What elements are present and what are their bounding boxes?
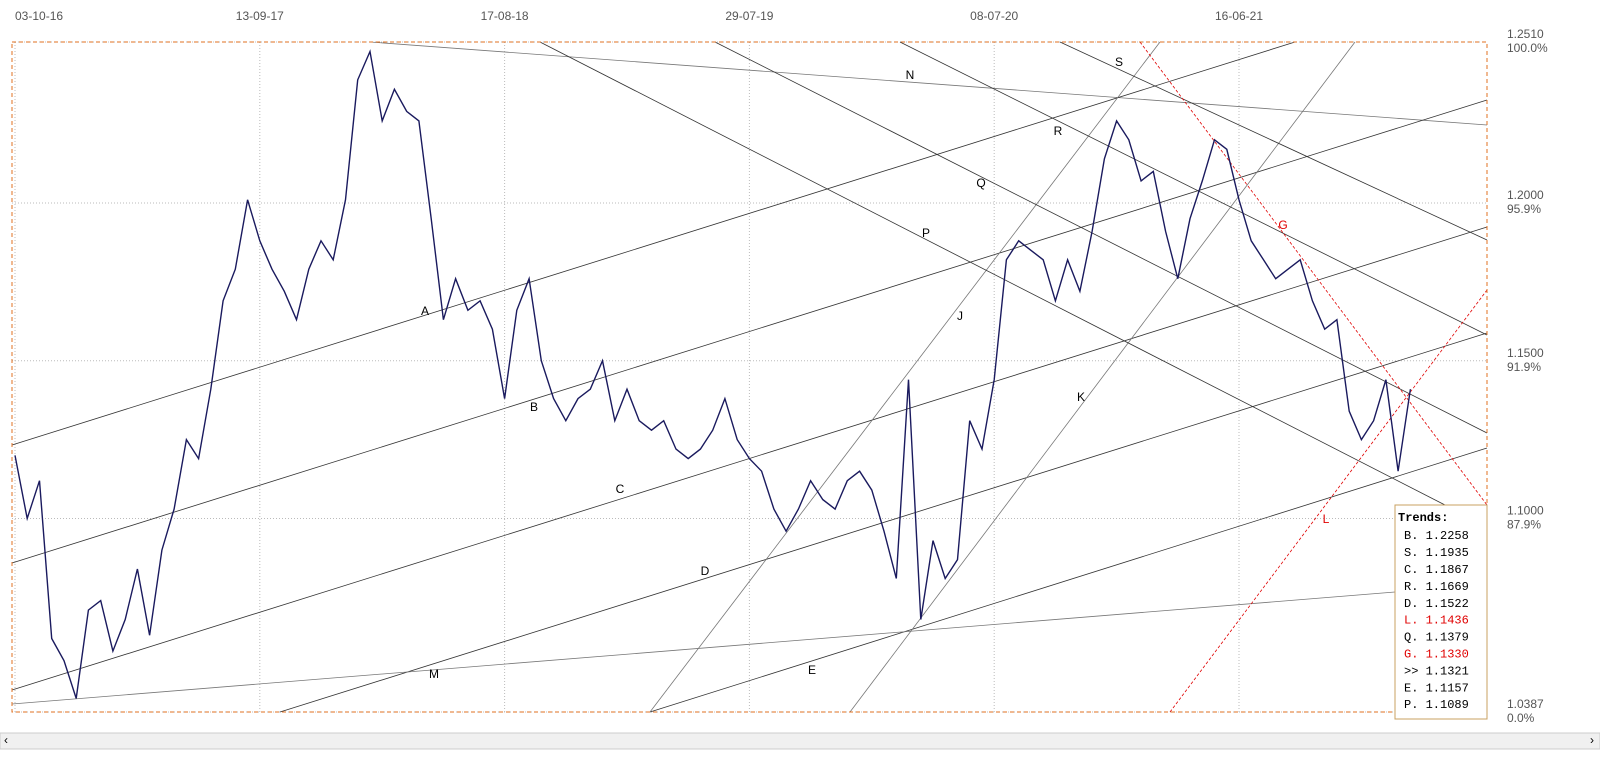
y-tick-label: 1.1500 [1507,346,1544,360]
trends-title: Trends: [1398,511,1448,525]
trend-label: L [1323,512,1330,526]
x-tick-label: 16-06-21 [1215,9,1263,23]
trendline [1169,289,1488,713]
trendline [279,332,1488,713]
trendline [649,41,1161,713]
trends-item: >> 1.1321 [1404,664,1469,678]
trends-item: L. 1.1436 [1404,614,1469,628]
scrollbar[interactable] [0,732,1600,750]
trendline [539,41,1446,506]
x-tick-label: 17-08-18 [481,9,529,23]
x-tick-label: 13-09-17 [236,9,284,23]
trend-label: M [429,667,439,681]
x-tick-label: 03-10-16 [15,9,63,23]
trend-label: E [808,663,816,677]
trends-box [1394,504,1488,720]
trend-label: A [421,304,429,318]
trendline [11,591,1396,705]
y-tick-pct: 100.0% [1507,41,1548,55]
trend-label: Q [976,176,985,190]
trendline [899,41,1488,336]
trend-label: G [1278,218,1287,232]
trends-item: B. 1.2258 [1404,529,1469,543]
trendline [714,41,1488,434]
trends-item: D. 1.1522 [1404,597,1469,611]
trendline [11,99,1488,564]
y-tick-pct: 87.9% [1507,518,1541,532]
x-tick-label: 08-07-20 [970,9,1018,23]
trend-label: S [1115,55,1123,69]
trend-label: J [957,309,963,323]
x-tick-label: 29-07-19 [725,9,773,23]
trend-label: D [701,564,710,578]
y-tick-label: 1.2000 [1507,188,1544,202]
trends-item: P. 1.1089 [1404,698,1469,712]
trendline [11,41,1296,446]
trend-label: B [530,400,538,414]
scroll-right[interactable]: › [1590,733,1594,747]
trendline [1139,41,1488,506]
trends-item: S. 1.1935 [1404,546,1469,560]
trendline [849,41,1356,713]
y-tick-pct: 95.9% [1507,202,1541,216]
trend-label: R [1054,124,1063,138]
y-tick-pct: 91.9% [1507,360,1541,374]
trend-label: K [1077,390,1085,404]
trend-label: C [616,482,625,496]
y-tick-pct: 0.0% [1507,711,1535,725]
y-tick-label: 1.1000 [1507,504,1544,518]
trendlines [11,41,1488,713]
trends-item: Q. 1.1379 [1404,631,1469,645]
trend-label: P [922,226,930,240]
trends-item: C. 1.1867 [1404,563,1469,577]
trend-label: N [906,68,915,82]
plot-frame [11,41,1488,713]
y-tick-label: 1.0387 [1507,697,1544,711]
price-line [14,49,1412,699]
trendline [369,41,1488,126]
trends-item: E. 1.1157 [1404,681,1469,695]
trends-item: R. 1.1669 [1404,580,1469,594]
trendline [1059,41,1488,241]
trends-item: G. 1.1330 [1404,647,1469,661]
scroll-left[interactable]: ‹ [4,733,8,747]
trendline [649,447,1488,713]
y-tick-label: 1.2510 [1507,27,1544,41]
